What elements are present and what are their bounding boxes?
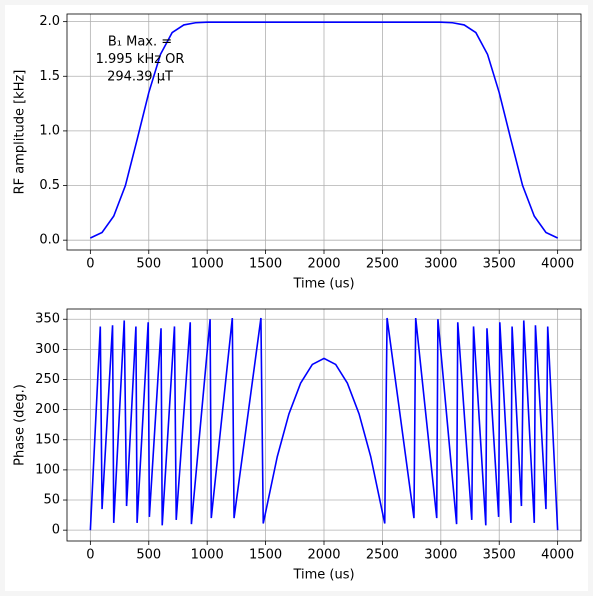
annotation: B₁ Max. =	[108, 35, 172, 50]
x-tick-label: 4000	[541, 257, 574, 272]
y-tick-label: 0	[52, 523, 60, 538]
clip-group	[89, 317, 559, 531]
data-line	[90, 21, 558, 239]
annotation: 1.995 kHz OR	[96, 52, 185, 67]
x-axis-label: Time (us)	[292, 277, 354, 292]
axes-frame	[66, 308, 582, 542]
x-tick-label: 1500	[249, 257, 282, 272]
x-tick-label: 3000	[424, 548, 457, 563]
clip-group	[90, 21, 558, 239]
y-tick-label: 350	[35, 312, 60, 327]
y-tick-label: 1.5	[39, 69, 60, 84]
x-tick-label: 500	[136, 257, 161, 272]
x-axis-label: Time (us)	[292, 568, 354, 583]
y-axis-label: RF amplitude [kHz]	[13, 70, 28, 195]
data-line	[89, 317, 559, 531]
y-tick-label: 50	[43, 493, 60, 508]
x-tick-label: 3000	[424, 257, 457, 272]
x-tick-label: 0	[86, 548, 94, 563]
x-tick-label: 1500	[249, 548, 282, 563]
y-tick-label: 200	[35, 402, 60, 417]
x-tick-label: 2000	[307, 548, 340, 563]
y-tick-label: 100	[35, 462, 60, 477]
x-tick-label: 1000	[191, 548, 224, 563]
y-tick-label: 300	[35, 342, 60, 357]
x-tick-label: 3500	[483, 548, 516, 563]
x-tick-label: 4000	[541, 548, 574, 563]
y-tick-label: 0.5	[39, 178, 60, 193]
axes-frame	[66, 13, 582, 251]
y-tick-label: 2.0	[39, 14, 60, 29]
y-tick-label: 150	[35, 432, 60, 447]
y-tick-label: 0.0	[39, 233, 60, 248]
annotation: 294.39 μT	[107, 70, 173, 85]
x-tick-label: 2500	[366, 548, 399, 563]
x-tick-label: 3500	[483, 257, 516, 272]
x-tick-label: 0	[86, 257, 94, 272]
x-tick-label: 2500	[366, 257, 399, 272]
y-tick-label: 250	[35, 372, 60, 387]
x-tick-label: 2000	[307, 257, 340, 272]
x-tick-label: 1000	[191, 257, 224, 272]
y-axis-label: Phase (deg.)	[13, 384, 28, 466]
x-tick-label: 500	[136, 548, 161, 563]
y-tick-label: 1.0	[39, 123, 60, 138]
